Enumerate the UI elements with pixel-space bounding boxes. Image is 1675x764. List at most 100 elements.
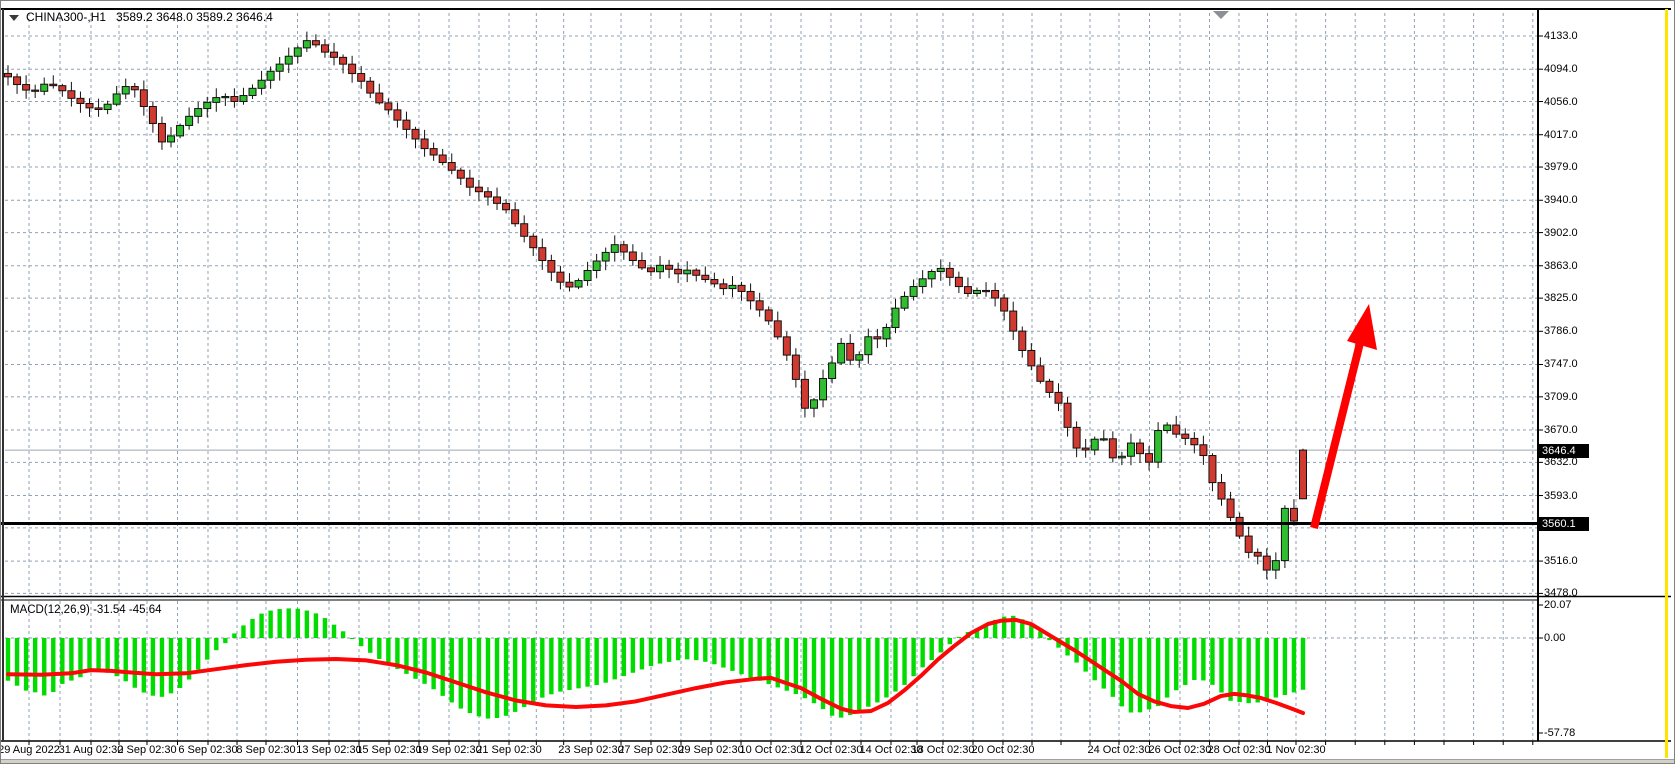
- macd-histogram-bar: [186, 638, 192, 680]
- macd-histogram-bar: [1101, 638, 1106, 689]
- candle-body: [465, 177, 474, 188]
- macd-histogram-bar: [567, 638, 572, 690]
- candle-body: [728, 284, 737, 290]
- candle-body: [13, 76, 22, 86]
- time-axis-label: 29 Aug 2022: [0, 744, 60, 756]
- macd-histogram-bar: [313, 613, 319, 638]
- candle-body: [157, 122, 166, 143]
- candle-body: [1199, 444, 1208, 457]
- candle-body: [764, 309, 773, 322]
- chart-title: CHINA300-,H1 3589.2 3648.0 3589.2 3646.4: [9, 10, 273, 26]
- macd-histogram-bar: [286, 608, 291, 638]
- candle-body: [112, 93, 121, 105]
- macd-histogram-bar: [866, 638, 871, 707]
- candle-body: [139, 89, 148, 108]
- candle-body: [1126, 442, 1135, 457]
- trend-arrow-head[interactable]: [1347, 304, 1377, 350]
- candle-body: [628, 251, 637, 262]
- macd-histogram-bar: [23, 638, 29, 691]
- macd-histogram-bar: [1155, 638, 1161, 707]
- candle-body: [1136, 442, 1144, 455]
- time-axis-label: 14 Oct 02:30: [859, 744, 923, 756]
- macd-histogram-bar: [51, 638, 56, 692]
- macd-histogram-bar: [159, 638, 165, 697]
- macd-histogram-bar: [612, 638, 617, 680]
- candle-body: [791, 354, 800, 380]
- candle-body: [1190, 437, 1199, 446]
- macd-histogram-bar: [549, 638, 554, 695]
- macd-histogram-bar: [386, 638, 391, 664]
- candle-body: [1280, 507, 1289, 562]
- macd-histogram-bar: [1237, 638, 1242, 703]
- candle-body: [1018, 330, 1027, 351]
- macd-histogram-bar: [540, 638, 545, 698]
- candle-body: [22, 84, 31, 91]
- candle-body: [203, 101, 212, 110]
- macd-histogram-bar: [657, 638, 663, 664]
- macd-histogram-bar: [150, 638, 156, 696]
- candle-body: [176, 124, 185, 137]
- macd-histogram-bar: [594, 638, 599, 686]
- candle-body: [257, 79, 266, 89]
- candle-body: [1009, 310, 1018, 332]
- trend-arrow-line[interactable]: [1310, 342, 1364, 529]
- candle-body: [266, 70, 275, 81]
- time-axis-label: 12 Oct 02:30: [799, 744, 863, 756]
- candle-body: [1217, 482, 1226, 500]
- price-axis-label: 3786.0: [1544, 325, 1578, 338]
- candle-body: [357, 73, 366, 82]
- macd-histogram-bar: [105, 638, 110, 673]
- current-price-badge: 3646.4: [1539, 444, 1589, 458]
- time-axis-label: 19 Sep 02:30: [416, 744, 482, 756]
- macd-histogram-bar: [485, 638, 491, 719]
- macd-histogram-bar: [1029, 624, 1034, 638]
- candle-body: [665, 264, 674, 270]
- macd-histogram-bar: [1011, 615, 1016, 638]
- candle-body: [918, 278, 927, 288]
- candle-body: [493, 196, 502, 204]
- macd-histogram-bar: [331, 624, 337, 638]
- macd-indicator-label: MACD(12,26,9) -31.54 -45.64: [10, 604, 162, 616]
- chart-shift-marker-icon[interactable]: [1213, 11, 1229, 19]
- macd-scale-label: 20.07: [1544, 599, 1572, 611]
- macd-histogram-bar: [349, 638, 355, 639]
- symbol-dropdown-icon[interactable]: [9, 14, 19, 21]
- candle-body: [692, 269, 701, 276]
- macd-histogram-bar: [232, 633, 237, 638]
- macd-histogram-bar: [368, 638, 373, 653]
- macd-histogram-bar: [195, 638, 201, 670]
- candle-body: [864, 336, 873, 356]
- macd-histogram-bar: [413, 638, 418, 679]
- macd-histogram-bar: [268, 610, 273, 638]
- macd-scale-label: -57.78: [1544, 726, 1576, 739]
- time-axis-label: 21 Sep 02:30: [476, 744, 542, 756]
- time-axis-label: 10 Oct 02:30: [739, 744, 803, 756]
- price-axis-label: 3825.0: [1544, 292, 1578, 305]
- macd-histogram-bar: [223, 638, 228, 644]
- candle-body: [982, 289, 991, 293]
- macd-histogram-bar: [884, 638, 889, 698]
- price-axis-label: 3863.0: [1544, 259, 1578, 272]
- macd-histogram-bar: [1201, 638, 1206, 681]
- candle-body: [837, 342, 846, 364]
- candle-body: [782, 336, 791, 356]
- macd-histogram-bar: [911, 638, 916, 677]
- candle-body: [339, 56, 348, 65]
- macd-histogram-bar: [358, 638, 364, 647]
- macd-histogram-bar: [1246, 638, 1251, 704]
- candle-body: [58, 85, 67, 92]
- macd-histogram-bar: [476, 638, 482, 717]
- candle-body: [1000, 297, 1009, 312]
- candle-body: [311, 40, 320, 46]
- candle-body: [366, 80, 375, 94]
- candle-body: [348, 63, 357, 75]
- candle-body: [284, 55, 293, 65]
- time-axis-label: 18 Oct 02:30: [911, 744, 975, 756]
- macd-histogram-bar: [974, 628, 980, 638]
- macd-histogram-bar: [1110, 638, 1116, 697]
- macd-histogram-bar: [929, 638, 934, 661]
- macd-histogram-bar: [712, 638, 717, 665]
- price-axis-label: 4056.0: [1544, 95, 1578, 108]
- macd-histogram-bar: [395, 638, 400, 669]
